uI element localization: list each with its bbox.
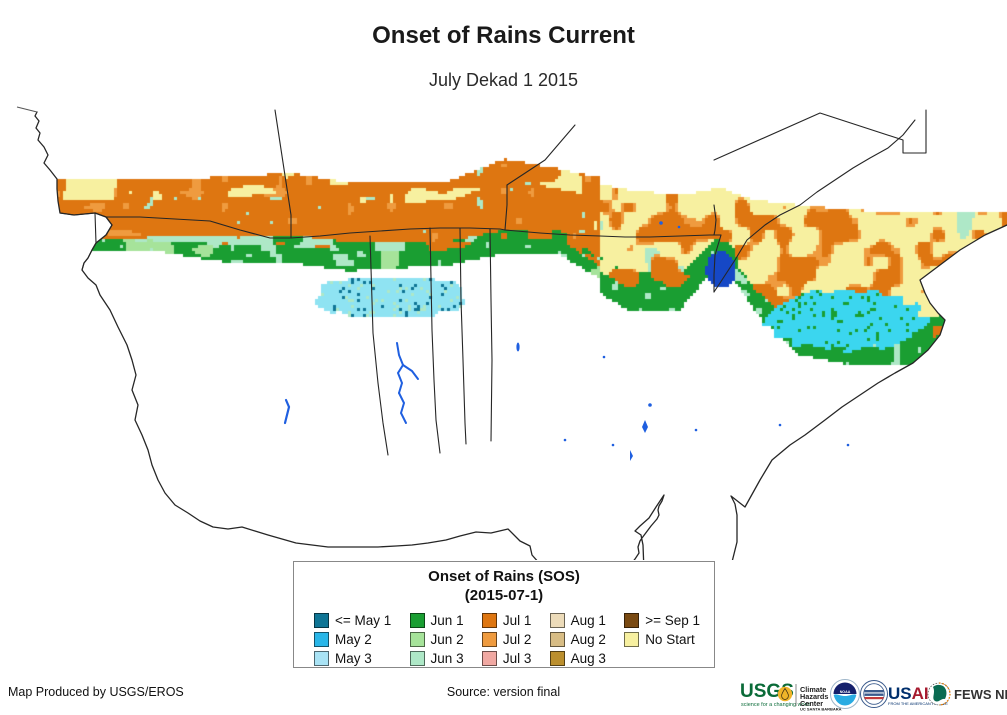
- svg-text:NOAA: NOAA: [840, 690, 851, 694]
- svg-text:FEWS NET: FEWS NET: [954, 687, 1007, 702]
- svg-text:UC SANTA BARBARA: UC SANTA BARBARA: [800, 707, 842, 712]
